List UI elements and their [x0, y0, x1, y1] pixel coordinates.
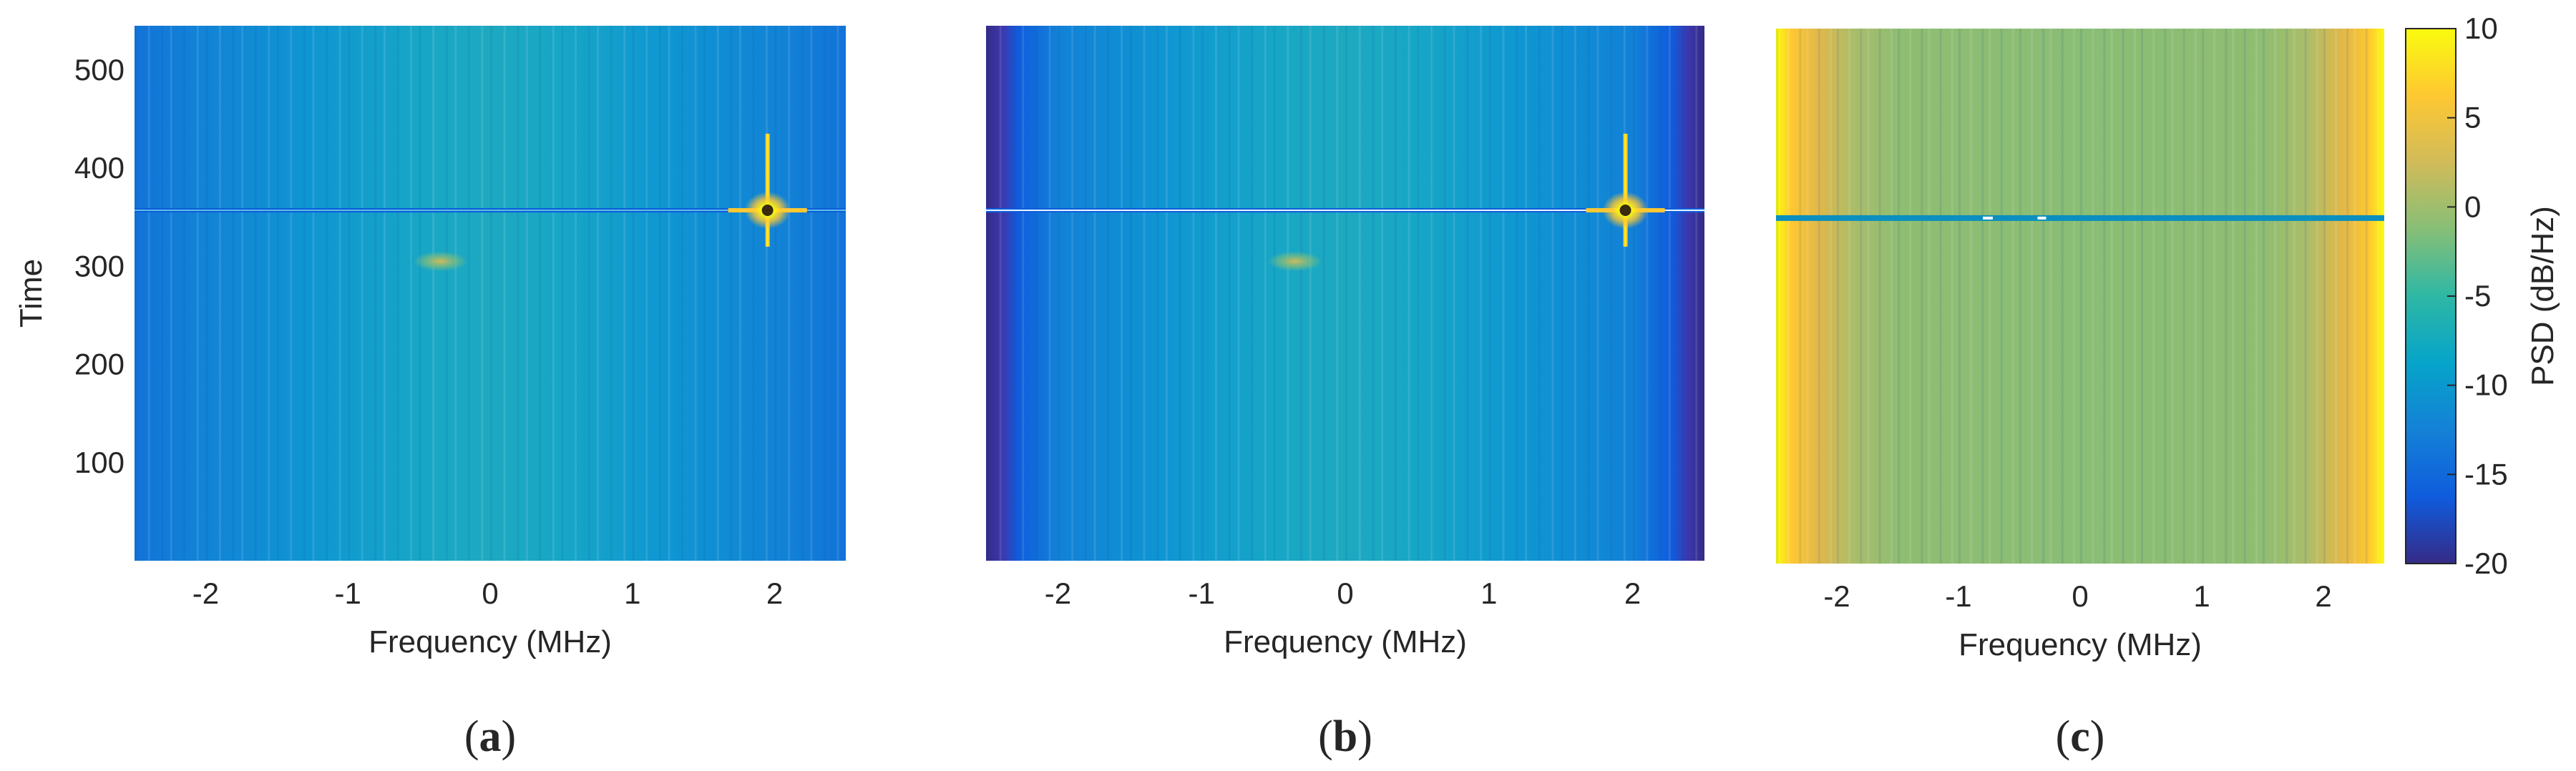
x-tick-label: -2 — [192, 576, 219, 610]
x-tick-label: 0 — [482, 576, 498, 610]
colorbar-tick-label: 0 — [2464, 190, 2481, 223]
panel-label: (b) — [1318, 712, 1372, 761]
colorbar-tick-label: -15 — [2464, 457, 2508, 491]
x-tick-label: 0 — [1337, 576, 1353, 610]
panel-label: (a) — [464, 712, 516, 761]
heatmap-texture — [1776, 29, 2379, 564]
x-tick-label: -1 — [1189, 576, 1215, 610]
x-tick-label: 1 — [2193, 579, 2210, 613]
dip-highlight — [1983, 216, 1993, 220]
x-axis-label: Frequency (MHz) — [1958, 627, 2202, 662]
x-axis-label: Frequency (MHz) — [369, 624, 612, 659]
panel-c: -2 -1 0 1 2 Frequency (MHz) (c) — [1776, 29, 2384, 761]
heatmap-texture — [135, 26, 839, 561]
x-tick-label: 2 — [2315, 579, 2331, 613]
tone-trace-core — [766, 133, 769, 247]
x-tick-label: 2 — [1624, 576, 1641, 610]
heatmap-a — [135, 26, 846, 561]
x-tick-label: -1 — [335, 576, 361, 610]
dip-line — [1776, 215, 2384, 221]
y-tick-label: 200 — [74, 348, 125, 381]
panel-a: -2 -1 0 1 2 Frequency (MHz) 100 200 300 400 500 Tim… — [14, 26, 846, 761]
heatmap-texture — [986, 26, 1698, 561]
panel-label: (c) — [2056, 712, 2105, 761]
weak-spot — [413, 251, 468, 272]
y-tick-label: 400 — [74, 151, 125, 185]
x-tick-label: 2 — [766, 576, 783, 610]
dip-highlight — [2037, 216, 2046, 220]
y-tick-label: 300 — [74, 249, 125, 283]
colorbar: 10 5 0 -5 -10 -15 -20 PSD (dB/Hz) — [2405, 11, 2560, 580]
y-tick-label: 500 — [74, 53, 125, 87]
heatmap-b — [986, 26, 1704, 561]
x-tick-label: 0 — [2072, 579, 2088, 613]
burst-core — [135, 210, 846, 212]
tone-peak-center — [1619, 205, 1631, 217]
y-tick-label: 100 — [74, 446, 125, 479]
tone-trace-core — [1624, 133, 1626, 247]
burst-core — [986, 210, 1704, 212]
colorbar-tick-label: 5 — [2464, 101, 2481, 134]
heatmap-c — [1776, 29, 2384, 564]
colorbar-tick-label: -20 — [2464, 546, 2508, 580]
x-tick-label: -2 — [1045, 576, 1071, 610]
y-axis-label: Time — [14, 259, 49, 328]
tone-peak-center — [761, 205, 774, 217]
x-tick-label: -2 — [1823, 579, 1850, 613]
panel-b: -2 -1 0 1 2 Frequency (MHz) (b) — [986, 26, 1704, 761]
x-tick-label: 1 — [1480, 576, 1497, 610]
colorbar-tick-label: -10 — [2464, 368, 2508, 402]
weak-spot — [1267, 251, 1322, 272]
colorbar-label: PSD (dB/Hz) — [2525, 206, 2560, 386]
x-tick-label: -1 — [1945, 579, 1971, 613]
x-axis-label: Frequency (MHz) — [1224, 624, 1467, 659]
x-tick-label: 1 — [624, 576, 640, 610]
colorbar-tick-label: 10 — [2464, 11, 2498, 45]
colorbar-tick-label: -5 — [2464, 279, 2491, 313]
